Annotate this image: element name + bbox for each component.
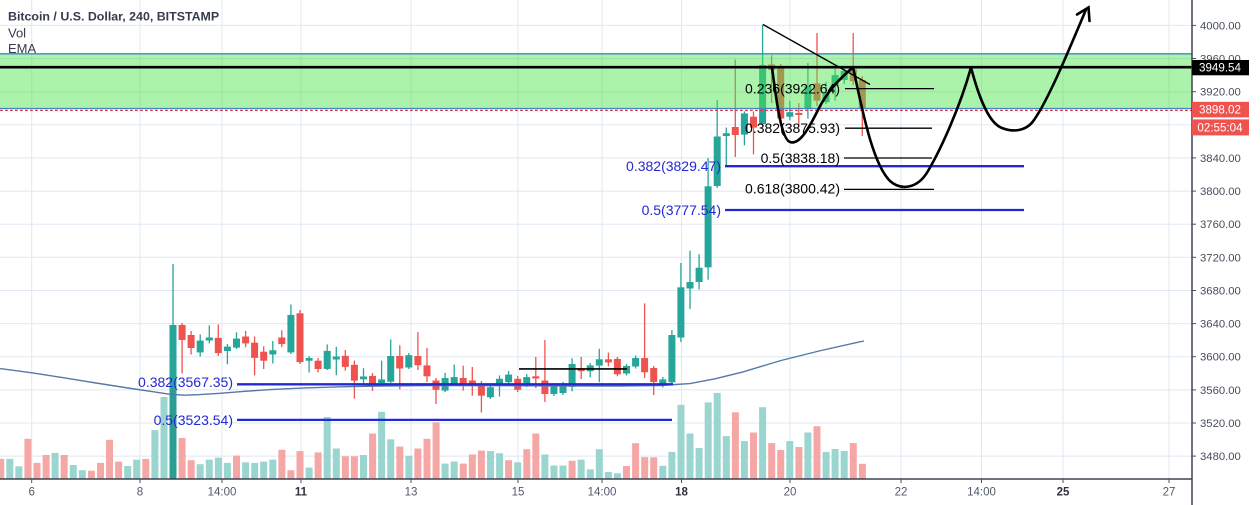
svg-text:20: 20 xyxy=(784,487,797,499)
svg-text:11: 11 xyxy=(295,487,308,499)
svg-text:3600.00: 3600.00 xyxy=(1200,352,1241,364)
svg-text:3560.00: 3560.00 xyxy=(1200,385,1241,397)
svg-text:27: 27 xyxy=(1163,487,1176,499)
svg-text:6: 6 xyxy=(28,487,34,499)
svg-text:3898.02: 3898.02 xyxy=(1199,104,1241,117)
svg-text:EMA: EMA xyxy=(8,41,37,56)
svg-text:3760.00: 3760.00 xyxy=(1200,219,1241,231)
svg-text:0.236(3922.64): 0.236(3922.64) xyxy=(745,81,840,97)
svg-text:3840.00: 3840.00 xyxy=(1200,153,1241,165)
svg-text:3520.00: 3520.00 xyxy=(1200,418,1241,430)
svg-text:18: 18 xyxy=(675,487,688,499)
svg-text:22: 22 xyxy=(895,487,908,499)
svg-text:14:00: 14:00 xyxy=(208,487,237,499)
svg-text:3949.54: 3949.54 xyxy=(1199,62,1241,75)
svg-text:4000.00: 4000.00 xyxy=(1200,20,1241,32)
svg-text:0.618(3800.42): 0.618(3800.42) xyxy=(745,181,840,197)
svg-text:3920.00: 3920.00 xyxy=(1200,87,1241,99)
svg-text:14:00: 14:00 xyxy=(967,487,996,499)
svg-text:Vol: Vol xyxy=(8,26,26,41)
svg-text:Bitcoin / U.S. Dollar, 240, BI: Bitcoin / U.S. Dollar, 240, BITSTAMP xyxy=(8,10,219,24)
svg-text:02:55:04: 02:55:04 xyxy=(1197,122,1243,135)
svg-text:25: 25 xyxy=(1057,487,1070,499)
svg-text:0.382(3829.47): 0.382(3829.47) xyxy=(626,158,721,174)
svg-text:3680.00: 3680.00 xyxy=(1200,286,1241,298)
svg-text:13: 13 xyxy=(405,487,418,499)
svg-text:14:00: 14:00 xyxy=(588,487,617,499)
svg-text:0.5(3777.54): 0.5(3777.54) xyxy=(642,202,721,218)
svg-text:3640.00: 3640.00 xyxy=(1200,319,1241,331)
svg-text:0.382(3875.93): 0.382(3875.93) xyxy=(745,120,840,136)
svg-text:8: 8 xyxy=(137,487,143,499)
svg-text:3720.00: 3720.00 xyxy=(1200,252,1241,264)
svg-text:0.382(3567.35): 0.382(3567.35) xyxy=(138,374,233,390)
svg-text:3800.00: 3800.00 xyxy=(1200,186,1241,198)
svg-text:0.5(3838.18): 0.5(3838.18) xyxy=(761,150,840,166)
svg-text:0.5(3523.54): 0.5(3523.54) xyxy=(154,412,233,428)
svg-text:3480.00: 3480.00 xyxy=(1200,451,1241,463)
svg-text:15: 15 xyxy=(512,487,525,499)
